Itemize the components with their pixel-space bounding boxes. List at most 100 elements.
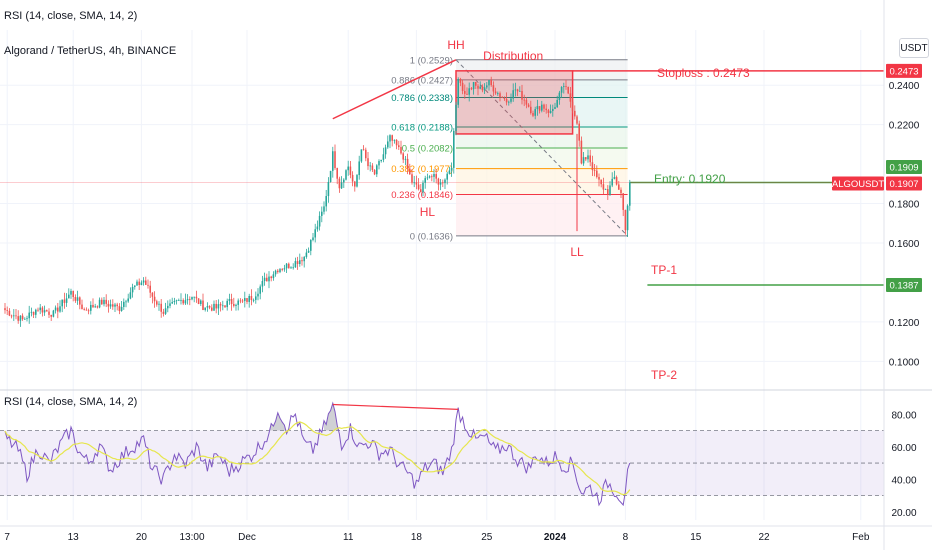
candle-body — [481, 86, 484, 91]
candle-body — [604, 189, 607, 190]
candle-body — [554, 107, 556, 109]
candle-body — [321, 211, 323, 216]
candle-body — [360, 149, 363, 162]
candle-body — [477, 85, 479, 89]
candle-body — [613, 177, 616, 179]
rsi-pane-title[interactable]: RSI (14, close, SMA, 14, 2) — [4, 396, 138, 408]
candle-body — [596, 170, 598, 177]
candle-body — [417, 184, 420, 190]
candle-body — [468, 88, 470, 95]
candle-body — [356, 175, 358, 187]
price-tick-label: 0.1200 — [889, 318, 920, 329]
hh-trend-line — [332, 59, 457, 120]
candle-body — [140, 282, 143, 286]
candle-body — [138, 281, 140, 286]
time-tick-label: 11 — [343, 532, 354, 543]
candle-body — [136, 281, 138, 286]
price-badge — [832, 176, 884, 191]
fib-level-label: 0.786 (0.2338) — [391, 93, 453, 104]
indicator-title[interactable]: RSI (14, close, SMA, 14, 2) — [4, 10, 138, 22]
candle-body — [598, 176, 600, 180]
rsi-overbought-fill — [324, 403, 342, 431]
candle-body — [369, 165, 371, 167]
candle-body — [96, 306, 99, 308]
candle-body — [448, 170, 451, 174]
candle-body — [272, 274, 275, 279]
candle-body — [549, 110, 552, 113]
candle-body — [6, 310, 8, 311]
candle-body — [206, 306, 209, 308]
candle-body — [142, 280, 145, 283]
candle-body — [200, 300, 202, 305]
candle-body — [74, 296, 77, 301]
candle-body — [470, 88, 473, 90]
rsi-series — [4, 401, 631, 507]
fib-retracement: 1 (0.2529) 0.886 (0.2427) 0.786 (0.2338) 0.… — [391, 55, 628, 242]
candle-body — [488, 80, 490, 86]
candle-body — [349, 166, 352, 175]
candle-body — [541, 104, 543, 111]
candle-body — [28, 312, 30, 319]
time-tick-label: 22 — [758, 532, 770, 543]
unit-button[interactable]: USDT — [899, 38, 929, 58]
price-badge-label: 0.1387 — [889, 281, 918, 292]
rsi-divergence-line — [332, 403, 459, 410]
hh-label: HH — [447, 38, 464, 52]
candle-body — [21, 315, 24, 320]
candle-body — [30, 311, 33, 313]
candle-body — [336, 168, 338, 179]
candle-body — [343, 179, 345, 183]
price-badge-label: ALGOUSDT — [832, 179, 884, 190]
candle-body — [325, 196, 327, 207]
candle-body — [618, 184, 620, 190]
candle-body — [35, 309, 37, 315]
candle-body — [532, 113, 534, 116]
fib-level-label: 0 (0.1636) — [410, 231, 453, 242]
candle-body — [149, 285, 151, 293]
candle-body — [450, 167, 453, 171]
candle-body — [426, 177, 429, 179]
candle-body — [277, 270, 279, 273]
candle-body — [301, 260, 303, 262]
candle-body — [195, 296, 198, 299]
candle-body — [191, 297, 193, 300]
candle-body — [433, 174, 435, 177]
candle-body — [437, 178, 440, 185]
candle-body — [63, 299, 66, 303]
time-tick-label: Dec — [238, 532, 256, 543]
candle-body — [307, 250, 310, 253]
candle-body — [389, 135, 391, 142]
candle-body — [332, 151, 334, 171]
candle-body — [131, 286, 134, 293]
candle-body — [70, 290, 72, 295]
candle-body — [501, 97, 503, 98]
candle-body — [521, 90, 523, 100]
candle-body — [446, 173, 448, 180]
candle-body — [134, 285, 136, 287]
fib-level-label: 0.886 (0.2427) — [391, 75, 453, 86]
candle-body — [118, 306, 121, 311]
symbol-title[interactable]: Algorand / TetherUS, 4h, BINANCE — [4, 45, 177, 57]
candle-body — [52, 310, 55, 317]
candle-body — [255, 296, 257, 300]
candle-body — [629, 182, 631, 206]
candle-body — [204, 307, 206, 311]
candle-body — [244, 298, 246, 301]
price-badge — [886, 176, 922, 191]
candle-body — [439, 182, 442, 185]
candle-body — [609, 185, 611, 195]
candle-body — [68, 294, 70, 299]
candle-body — [296, 261, 299, 265]
candle-body — [202, 300, 204, 311]
entry-label: Entry: 0.1920 — [654, 172, 726, 186]
candle-body — [239, 300, 242, 302]
candle-body — [59, 306, 61, 312]
candle-body — [228, 299, 231, 301]
candle-body — [516, 89, 519, 92]
candle-body — [41, 307, 44, 313]
candle-body — [404, 158, 407, 160]
candlestick-series — [4, 76, 631, 327]
candle-body — [175, 300, 178, 302]
candle-body — [545, 108, 547, 111]
